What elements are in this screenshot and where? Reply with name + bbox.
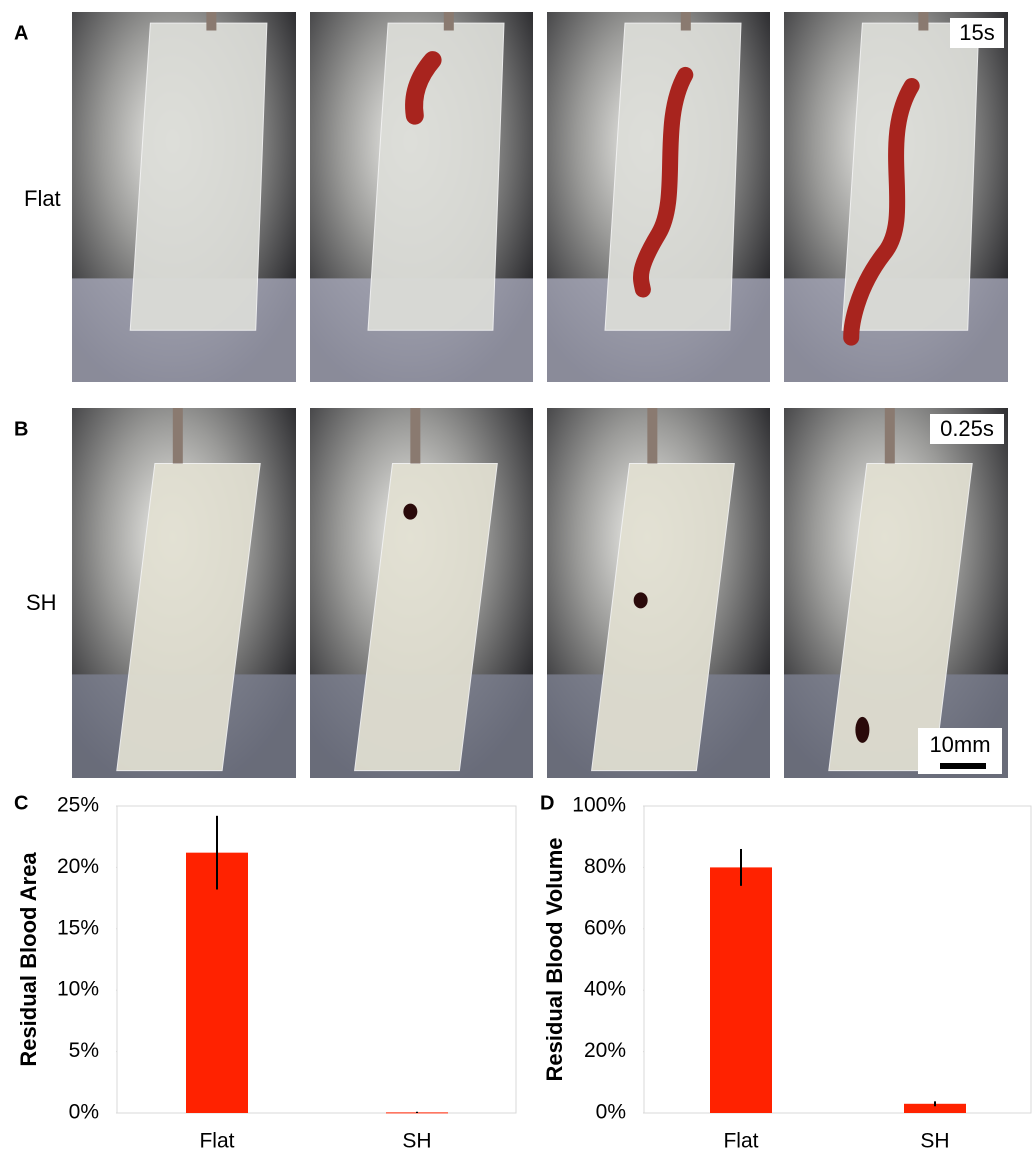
x-tick-label: SH: [920, 1130, 949, 1153]
clamp: [681, 12, 691, 31]
slide: [130, 23, 267, 330]
y-tick-label: 25%: [57, 794, 99, 817]
clamp: [647, 408, 657, 464]
panel-letter: D: [540, 792, 554, 814]
y-tick-label: 80%: [584, 855, 626, 878]
x-tick-label: Flat: [199, 1130, 234, 1153]
y-axis-title: Residual Blood Area: [16, 852, 41, 1067]
y-tick-label: 20%: [57, 855, 99, 878]
y-tick-label: 40%: [584, 978, 626, 1001]
row-label: Flat: [24, 186, 61, 211]
scale-label: 10mm: [929, 732, 990, 757]
y-tick-label: 0%: [69, 1101, 99, 1124]
clamp: [444, 12, 454, 31]
clamp: [918, 12, 928, 31]
clamp: [410, 408, 420, 464]
time-label: 15s: [959, 20, 994, 45]
y-tick-label: 100%: [572, 794, 626, 817]
panel-letter: A: [14, 22, 28, 44]
x-tick-label: Flat: [723, 1130, 758, 1153]
panel-letter: C: [14, 792, 28, 814]
row-label: SH: [26, 590, 57, 615]
blood-drop: [855, 717, 869, 743]
clamp: [173, 408, 183, 464]
photo-panels: [72, 12, 1008, 778]
x-tick-label: SH: [402, 1130, 431, 1153]
blood-drop: [403, 504, 417, 520]
clamp: [206, 12, 216, 31]
blood-drop: [634, 592, 648, 608]
plot-frame: [644, 806, 1031, 1113]
y-tick-label: 0%: [596, 1101, 626, 1124]
y-axis-title: Residual Blood Volume: [542, 837, 567, 1081]
figure: A Flat 15s B SH 0.25s 10mm C Residual Blo…: [0, 0, 1032, 1157]
bar: [710, 867, 772, 1113]
scale-bar: [940, 763, 986, 769]
time-label: 0.25s: [940, 416, 994, 441]
plot-frame: [117, 806, 516, 1113]
clamp: [885, 408, 895, 464]
y-tick-label: 60%: [584, 916, 626, 939]
panel-letter: B: [14, 418, 28, 440]
y-tick-label: 10%: [57, 978, 99, 1001]
bar: [186, 853, 248, 1113]
y-tick-label: 5%: [69, 1039, 99, 1062]
y-tick-label: 20%: [584, 1039, 626, 1062]
y-tick-label: 15%: [57, 916, 99, 939]
